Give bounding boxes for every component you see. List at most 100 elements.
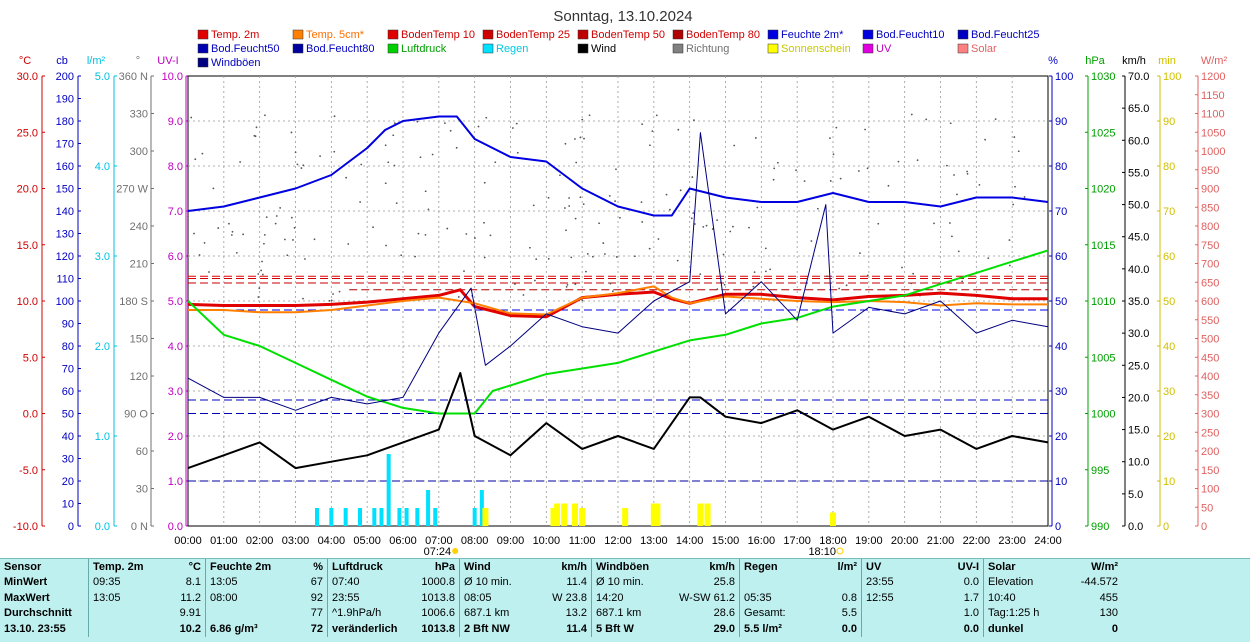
stats-cell [808, 575, 862, 591]
direction-point [449, 129, 452, 132]
y-tick-label-hum: 50 [1055, 296, 1067, 308]
x-tick-label: 02:00 [246, 535, 274, 547]
direction-point [615, 256, 618, 258]
stats-header-cell: UV [861, 559, 926, 575]
y-tick-label-wind: 30.0 [1128, 328, 1149, 340]
direction-point [416, 120, 419, 123]
stats-cell: 1013.8 [421, 591, 455, 604]
axes: 00:00 01:00 02:00 03:00 04:00 05:00 06:00 07:00… [13, 55, 1228, 558]
legend-label: Feuchte 2m* [781, 29, 844, 41]
direction-point [816, 207, 819, 210]
y-tick-label-dir: 60 [136, 446, 148, 458]
y-tick-label-uv: 8.0 [168, 161, 183, 173]
y-tick-label-rain: 1.0 [95, 431, 110, 443]
y-tick-label-cb: 150 [56, 184, 74, 196]
rain-bar [379, 508, 384, 526]
y-tick-label-cb: 170 [56, 139, 74, 151]
y-tick-label-cb: 160 [56, 161, 74, 173]
direction-point [1017, 150, 1020, 153]
direction-point [424, 190, 427, 193]
stats-header-cell: Feuchte 2m [205, 559, 289, 575]
stats-cell: 1000.8 [421, 576, 455, 589]
y-tick-label-temp: 30.0 [17, 71, 38, 83]
direction-point [602, 242, 605, 244]
direction-point [483, 256, 486, 259]
legend-label: Bod.Feucht80 [306, 43, 375, 55]
stats-header-row: Sensor Temp. 2m °C Feuchte 2m% Luftdruck hPa W… [0, 559, 1122, 575]
y-tick-label-dir: 180 S [119, 296, 148, 308]
axis-unit-press: hPa [1085, 55, 1105, 67]
direction-point [583, 137, 585, 140]
legend-label: Wind [591, 43, 616, 55]
y-tick-label-wind: 60.0 [1128, 135, 1149, 147]
x-tick-label: 06:00 [389, 535, 417, 547]
y-tick-label-wind: 45.0 [1128, 232, 1149, 244]
direction-point [957, 250, 960, 253]
sunshine-bar [697, 503, 704, 526]
direction-point [772, 178, 775, 181]
stats-header-cell: km/h [709, 560, 736, 573]
legend-swatch [292, 29, 304, 40]
stats-cell: 5.5 l/m² [739, 621, 809, 637]
direction-point [217, 227, 220, 229]
direction-point [570, 256, 573, 259]
legend: Temp. 2m Temp. 5cm* BodenTemp 10 BodenTemp … [197, 29, 1040, 69]
stats-cell: 1.7 [963, 591, 980, 604]
legend-swatch [387, 43, 399, 54]
direction-point [754, 137, 757, 139]
direction-point [690, 217, 693, 220]
x-tick-label: 22:00 [963, 535, 991, 547]
direction-point [400, 254, 403, 257]
direction-point [534, 279, 536, 282]
sunshine-bar [572, 503, 578, 526]
y-tick-label-cb: 80 [62, 341, 74, 353]
stats-cell [861, 621, 926, 637]
direction-point [212, 187, 215, 190]
direction-point [857, 170, 860, 172]
legend-swatch [387, 29, 399, 40]
stats-cell: 455 [1099, 591, 1119, 604]
x-tick-label: 05:00 [353, 535, 381, 547]
direction-point [290, 216, 293, 219]
direction-point [776, 161, 779, 164]
y-tick-label-rain: 4.0 [95, 161, 110, 173]
direction-point [579, 196, 582, 199]
direction-point [194, 158, 197, 161]
x-tick-label: 14:00 [676, 535, 704, 547]
direction-point [208, 271, 210, 273]
y-tick-label-cb: 40 [62, 431, 74, 443]
direction-point [286, 254, 289, 257]
stats-cell: 25.8 [713, 576, 736, 589]
direction-point [489, 234, 492, 237]
direction-point [640, 201, 643, 204]
y-tick-label-uv: 0.0 [168, 521, 183, 533]
direction-point [910, 113, 913, 116]
stats-cell: 0 [1111, 622, 1119, 635]
direction-point [302, 297, 304, 300]
y-tick-label-min: 10 [1163, 476, 1175, 488]
sunrise-marker [452, 548, 459, 554]
stats-cell: 67 [310, 576, 323, 589]
y-tick-label-press: 1030 [1091, 71, 1115, 83]
stats-cell: dunkel [983, 621, 1065, 637]
stats-row: 13.10. 23:55 10.2 6.86 g/m³ 72 veränderlich 1… [0, 621, 1122, 637]
legend-swatch [957, 43, 969, 54]
direction-point [414, 255, 416, 258]
direction-point [258, 287, 261, 290]
direction-point [384, 182, 387, 185]
direction-point [1012, 203, 1015, 206]
legend-swatch [482, 29, 494, 40]
direction-point [333, 150, 336, 153]
stats-cell: 130 [1099, 607, 1119, 620]
x-tick-label: 13:00 [640, 535, 668, 547]
y-tick-label-uv: 10.0 [162, 71, 183, 83]
direction-point [729, 230, 732, 233]
direction-point [360, 163, 363, 166]
direction-point [949, 222, 951, 224]
direction-point [1014, 185, 1016, 188]
direction-point [845, 284, 848, 287]
legend-swatch [672, 29, 684, 40]
direction-point [565, 229, 567, 232]
stats-row-label: Durchschnitt [4, 607, 72, 620]
weather-chart: Sonntag, 13.10.2024 Temp. 2m Temp. 5cm* Bo… [13, 8, 1228, 558]
